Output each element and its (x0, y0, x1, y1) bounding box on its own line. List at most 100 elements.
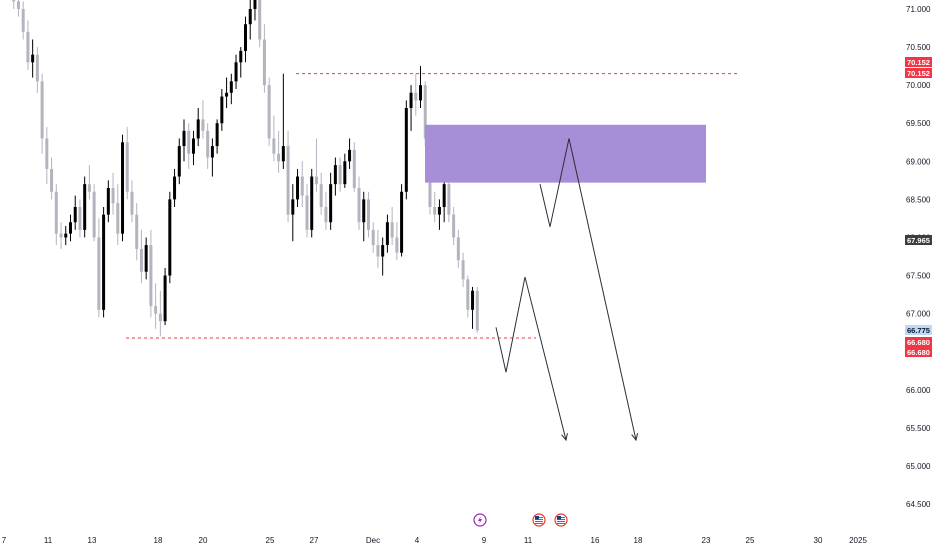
y-tick-label: 70.000 (906, 81, 931, 90)
candle-body (35, 54, 39, 82)
y-axis: 71.00070.50070.00069.50069.00068.50068.0… (906, 5, 931, 509)
us-flag-icon[interactable] (554, 513, 568, 527)
us-flag-icon[interactable] (532, 513, 546, 527)
candle-body (376, 245, 380, 257)
candle-body (348, 149, 352, 162)
candle-body (253, 0, 257, 9)
price-badge-bg (905, 57, 932, 67)
levels-layer (126, 73, 740, 339)
candle-body (352, 149, 356, 188)
projection-path[interactable] (495, 276, 567, 441)
candles-layer (12, 0, 479, 337)
candle-body (381, 245, 385, 257)
candle (296, 168, 300, 207)
candle-body (442, 184, 446, 207)
candle-body (102, 214, 106, 310)
candle (385, 214, 389, 253)
price-badge-label: 70.152 (907, 58, 930, 67)
candle-body (154, 306, 158, 314)
candle (352, 142, 356, 192)
candle-body (73, 207, 77, 223)
candle-body (471, 290, 475, 310)
candle (281, 73, 285, 169)
y-tick-label: 67.000 (906, 310, 931, 319)
candle-body (296, 176, 300, 200)
candle (130, 180, 134, 223)
candle (187, 123, 191, 169)
price-badge: 66.680 (905, 347, 932, 357)
candle (253, 0, 257, 21)
candle (395, 222, 399, 261)
candle (87, 165, 91, 200)
candle (305, 184, 309, 238)
candle-body (357, 187, 361, 223)
candle-body (395, 237, 399, 253)
candle-body (177, 146, 181, 177)
candle (83, 176, 87, 238)
candle (376, 229, 380, 268)
price-badge: 67.965 (905, 235, 932, 245)
candle-body (286, 146, 290, 215)
candle-body (196, 119, 200, 139)
candle (173, 168, 177, 207)
candle (16, 0, 20, 17)
price-badge: 66.680 (905, 337, 932, 347)
x-tick-label: 27 (310, 536, 319, 545)
candle-body (16, 1, 20, 9)
candle-body (50, 168, 54, 192)
lightning-icon[interactable] (473, 513, 487, 527)
candle-body (400, 191, 404, 253)
candle (348, 138, 352, 169)
candle (220, 88, 224, 131)
candle (390, 207, 394, 246)
candle (149, 229, 153, 318)
candle (54, 184, 58, 246)
candle (456, 229, 460, 268)
candle (35, 47, 39, 93)
candle (466, 275, 470, 318)
price-badge-label: 67.965 (907, 236, 930, 245)
candle (40, 73, 44, 154)
candle-body (248, 9, 252, 25)
candle (319, 172, 323, 215)
price-badge-bg (905, 325, 932, 335)
candle-body (324, 207, 328, 223)
candle (452, 207, 456, 246)
candle-body (97, 237, 101, 310)
candle (291, 184, 295, 242)
candle (414, 73, 418, 116)
candle-body (466, 279, 470, 310)
candle-body (12, 0, 16, 2)
candle (343, 153, 347, 188)
candle-body (163, 275, 167, 322)
candle (234, 54, 238, 89)
candle-body (45, 138, 49, 169)
price-badge-bg (905, 337, 932, 347)
candle-body (244, 24, 247, 51)
candle (461, 252, 465, 287)
y-tick-label: 64.500 (906, 500, 931, 509)
candle (248, 0, 252, 40)
y-tick-label: 69.500 (906, 119, 931, 128)
candle-body (210, 146, 214, 158)
candle-body (187, 130, 191, 154)
candle-body (158, 313, 162, 322)
candle-body (404, 108, 408, 192)
y-tick-label: 70.500 (906, 43, 931, 52)
candle (45, 127, 49, 185)
candle-body (366, 199, 370, 230)
candle-body (423, 85, 427, 139)
projection-path[interactable] (539, 138, 637, 441)
candle-body (182, 130, 186, 147)
x-tick-label: 2025 (849, 536, 867, 545)
event-icons (473, 513, 568, 527)
candle-body (343, 161, 347, 185)
candle-body (83, 184, 87, 230)
candle-body (191, 138, 195, 154)
candle (475, 286, 479, 333)
candle (419, 66, 423, 108)
candle (262, 24, 266, 93)
candle (400, 184, 404, 257)
